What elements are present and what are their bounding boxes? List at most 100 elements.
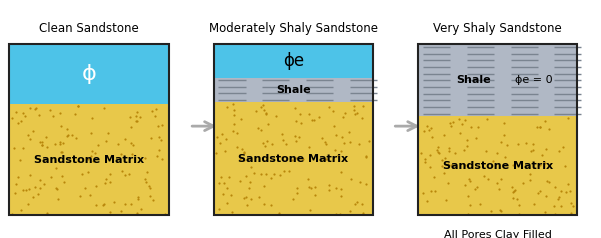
Point xyxy=(28,195,38,199)
Point xyxy=(259,202,269,206)
Point xyxy=(260,144,270,148)
Point xyxy=(340,141,349,145)
Point xyxy=(325,105,334,109)
Point xyxy=(90,152,100,155)
Point xyxy=(540,161,549,165)
Point xyxy=(100,106,109,110)
Point xyxy=(344,130,354,134)
Point xyxy=(508,196,517,199)
Point xyxy=(266,203,276,207)
Point xyxy=(263,122,273,126)
Bar xyxy=(9,44,168,104)
Text: Sandstone Matrix: Sandstone Matrix xyxy=(34,155,144,165)
Point xyxy=(355,180,365,184)
Point xyxy=(514,203,523,207)
Point xyxy=(550,212,560,216)
Point xyxy=(58,141,67,145)
Point xyxy=(338,135,347,139)
Point xyxy=(113,142,123,146)
Point xyxy=(269,172,279,176)
Point xyxy=(284,169,294,173)
Point xyxy=(425,153,435,157)
Bar xyxy=(9,104,168,215)
Point xyxy=(535,125,545,129)
Point xyxy=(20,114,29,118)
Point xyxy=(292,186,302,189)
Point xyxy=(340,111,350,115)
Point xyxy=(346,209,355,213)
Point xyxy=(100,181,109,185)
Point xyxy=(218,192,228,196)
Point xyxy=(16,158,25,162)
Point xyxy=(561,191,571,194)
Point xyxy=(235,179,245,183)
Point xyxy=(288,197,297,201)
Point xyxy=(298,157,308,160)
Point xyxy=(229,113,239,117)
Point xyxy=(541,194,551,198)
Point xyxy=(499,121,508,124)
Point xyxy=(102,139,111,143)
Point xyxy=(148,198,157,201)
Text: Very Shaly Sandstone: Very Shaly Sandstone xyxy=(433,21,562,35)
Point xyxy=(84,170,93,174)
Point xyxy=(310,193,319,197)
Point xyxy=(448,120,457,124)
Point xyxy=(253,126,263,129)
Point xyxy=(518,181,528,185)
Point xyxy=(55,111,64,115)
Point xyxy=(241,174,251,178)
Point xyxy=(11,182,21,186)
Bar xyxy=(214,44,373,78)
Point xyxy=(314,115,323,119)
Point xyxy=(290,134,300,138)
Point xyxy=(492,181,501,185)
Point xyxy=(42,211,52,215)
Point xyxy=(53,197,63,201)
Point xyxy=(258,141,267,144)
Point xyxy=(126,141,136,145)
Point xyxy=(227,210,237,214)
Point xyxy=(222,186,232,190)
Point xyxy=(73,159,82,162)
Point xyxy=(337,170,346,174)
Point xyxy=(45,108,55,112)
Point xyxy=(53,156,63,160)
Point xyxy=(70,112,80,116)
Point xyxy=(558,145,568,149)
Point xyxy=(324,188,334,192)
Text: Shale: Shale xyxy=(276,85,311,95)
Point xyxy=(220,181,230,185)
Point xyxy=(331,186,341,190)
Point xyxy=(451,151,460,155)
Point xyxy=(437,158,447,162)
Point xyxy=(275,211,284,215)
Point xyxy=(109,200,119,204)
Point xyxy=(535,189,545,193)
Point xyxy=(33,192,43,196)
Point xyxy=(88,149,97,153)
Point xyxy=(422,199,432,203)
Point xyxy=(62,134,72,138)
Point xyxy=(278,138,287,142)
Point xyxy=(31,107,40,111)
Point xyxy=(454,118,463,121)
Text: Clean Sandstone: Clean Sandstone xyxy=(39,21,139,35)
Point xyxy=(127,152,136,155)
Point xyxy=(117,209,126,213)
Point xyxy=(216,175,225,178)
Point xyxy=(72,136,81,140)
Point xyxy=(542,179,552,183)
Point xyxy=(446,124,456,128)
Point xyxy=(218,132,227,135)
Point xyxy=(329,124,339,128)
Point xyxy=(439,171,449,175)
Point xyxy=(262,139,272,143)
Point xyxy=(49,114,58,118)
Point xyxy=(324,183,334,187)
Point xyxy=(549,204,559,208)
Bar xyxy=(418,44,577,215)
Point xyxy=(99,203,109,206)
Point xyxy=(47,175,56,179)
Point xyxy=(73,104,83,108)
